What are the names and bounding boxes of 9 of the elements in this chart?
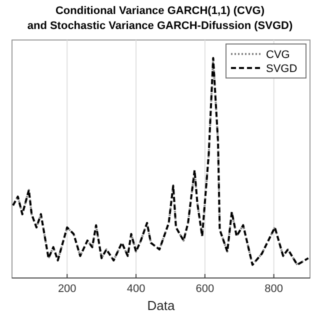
x-tick-label: 400	[126, 283, 146, 295]
chart-subtitle: and Stochastic Variance GARCH-Difussion (SVGD)	[27, 20, 293, 32]
x-axis-title: Data	[147, 298, 176, 313]
x-tick-label: 200	[58, 283, 76, 295]
legend-label: CVG	[266, 49, 290, 61]
x-tick-label: 800	[264, 283, 284, 295]
x-tick-label: 600	[196, 283, 214, 295]
chart-title: Conditional Variance GARCH(1,1) (CVG)	[55, 5, 265, 17]
legend-label: SVGD	[266, 63, 298, 75]
